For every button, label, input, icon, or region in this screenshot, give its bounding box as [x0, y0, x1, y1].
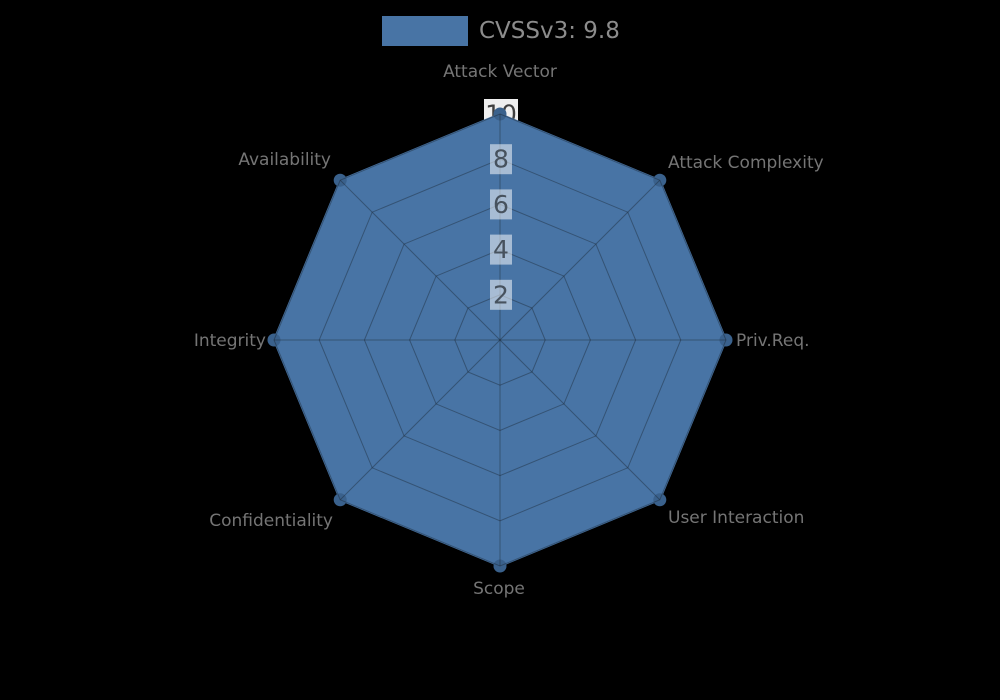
grid-ring-4: [409, 249, 591, 431]
axis-label-integrity: Integrity: [194, 331, 266, 351]
data-point-scope: [493, 559, 507, 573]
data-point-priv-req: [719, 333, 733, 347]
tick-label-4: 4: [493, 235, 509, 264]
tick-label-8: 8: [493, 145, 509, 174]
grid-ring-6: [363, 203, 637, 477]
data-point-attack-vector: [493, 107, 507, 121]
tick-backdrop-2: [490, 279, 512, 310]
data-point-user-interaction: [653, 493, 667, 507]
tick-backdrop-8: [490, 144, 512, 175]
axis-label-priv-req: Priv.Req.: [736, 331, 810, 351]
tick-label-2: 2: [493, 280, 509, 309]
grid-spoke-availability: [339, 179, 501, 341]
axis-label-attack-vector: Attack Vector: [443, 62, 557, 82]
legend-label[interactable]: CVSSv3: 9.8: [479, 18, 620, 44]
axis-label-confidentiality: Confidentiality: [209, 511, 333, 531]
data-point-integrity: [267, 333, 281, 347]
axis-label-user-interaction: User Interaction: [668, 508, 804, 528]
data-point-availability: [333, 173, 347, 187]
legend-swatch-icon[interactable]: [382, 16, 468, 46]
tick-backdrop-4: [490, 234, 512, 265]
grid-ring-2: [454, 294, 546, 386]
grid-ring-10: [273, 113, 727, 567]
axis-label-availability: Availability: [238, 150, 331, 170]
tick-backdrop-6: [490, 189, 512, 220]
tick-label-6: 6: [493, 190, 509, 219]
grid-spoke-user-interaction: [499, 339, 661, 501]
data-point-attack-complexity: [653, 173, 667, 187]
grid-spoke-confidentiality: [339, 339, 501, 501]
axis-label-scope: Scope: [473, 579, 525, 599]
legend: CVSSv3: 9.8: [382, 16, 620, 46]
axis-label-attack-complexity: Attack Complexity: [668, 153, 824, 173]
grid-spoke-attack-complexity: [499, 179, 661, 341]
grid-ring-8: [318, 158, 682, 522]
data-point-confidentiality: [333, 493, 347, 507]
